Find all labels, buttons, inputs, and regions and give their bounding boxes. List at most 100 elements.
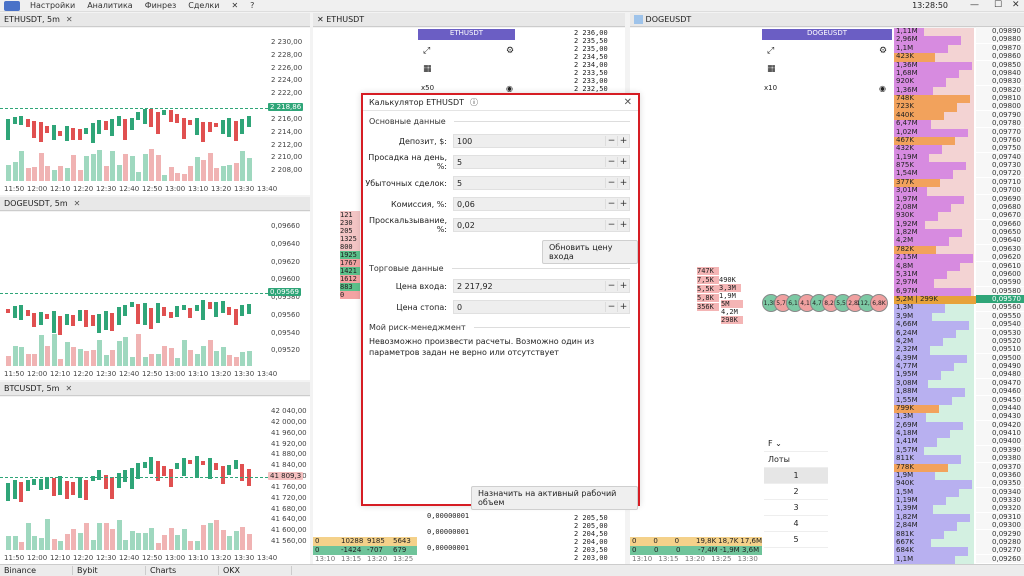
close-icon[interactable]: ✕ bbox=[317, 15, 324, 24]
book-bg bbox=[948, 463, 974, 472]
time-axis-label: 13:00 bbox=[165, 370, 186, 378]
minus-icon[interactable]: − bbox=[605, 220, 617, 230]
volume-bar bbox=[25, 167, 31, 181]
tab-ethusdt[interactable]: ✕ ETHUSDT bbox=[313, 13, 625, 27]
slippage-label: Проскальзывание, %: bbox=[368, 216, 447, 234]
close-window-icon[interactable]: ✕ bbox=[1012, 0, 1020, 10]
candle bbox=[201, 121, 205, 142]
lot-option[interactable]: 5 bbox=[764, 532, 828, 548]
plus-icon[interactable]: + bbox=[617, 157, 629, 167]
book-price: 0,09680 bbox=[976, 202, 1024, 211]
tab-okx[interactable]: OKX bbox=[219, 566, 292, 575]
gear-icon[interactable]: ⚙ bbox=[506, 46, 515, 56]
lot-option[interactable]: 4 bbox=[764, 516, 828, 532]
close-icon[interactable]: ✕ bbox=[65, 15, 73, 24]
calculator-icon[interactable]: ▦ bbox=[423, 64, 432, 74]
book-price: 0,09500 bbox=[976, 353, 1024, 362]
doge-chart[interactable]: 0,09660 0,09640 0,09620 0,09600 0,09580 0,095… bbox=[0, 212, 310, 380]
price-axis-label: 0,09560 bbox=[271, 310, 300, 319]
minus-icon[interactable]: − bbox=[605, 178, 617, 188]
minus-icon[interactable]: − bbox=[605, 302, 617, 312]
eth-chart-title[interactable]: ETHUSDT, 5m ✕ bbox=[0, 13, 310, 27]
eth-chart[interactable]: 2 230,00 2 228,00 2 226,00 2 224,00 2 222,00… bbox=[0, 28, 310, 195]
book-row: 1,1M 0,09260 bbox=[894, 554, 1024, 564]
lot-option[interactable]: 3 bbox=[764, 500, 828, 516]
slippage-field[interactable]: 0,02 − + bbox=[453, 218, 630, 232]
menu-trades[interactable]: Сделки bbox=[188, 1, 220, 10]
last-price-tag: 41 809,3 bbox=[268, 472, 304, 481]
candle bbox=[77, 129, 82, 141]
fee-row: Комиссия, %: 0,06 − + bbox=[363, 196, 638, 212]
deposit-field[interactable]: 100 − + bbox=[453, 134, 630, 148]
volume-bar bbox=[97, 523, 102, 550]
chart-icon[interactable]: ⤢ bbox=[423, 46, 431, 56]
fee-field[interactable]: 0,06 − + bbox=[453, 197, 630, 211]
lots-mode[interactable]: F ⌄ bbox=[764, 436, 828, 452]
tab-bybit[interactable]: Bybit bbox=[73, 566, 146, 575]
book-volume: 1,41M bbox=[896, 437, 918, 446]
chart-icon[interactable]: ⤢ bbox=[767, 46, 775, 56]
book-volume-bar bbox=[894, 44, 948, 54]
time-axis-label: 13:10 bbox=[188, 185, 209, 193]
menu-finrez[interactable]: Финрез bbox=[144, 1, 177, 10]
plus-icon[interactable]: + bbox=[617, 199, 629, 209]
plus-icon[interactable]: + bbox=[617, 302, 629, 312]
doge-chart-title[interactable]: DOGEUSDT, 5m ✕ bbox=[0, 197, 310, 211]
minus-icon[interactable]: − bbox=[605, 136, 617, 146]
time-axis-label: 12:00 bbox=[27, 554, 48, 562]
menu-analytics[interactable]: Аналитика bbox=[87, 1, 133, 10]
volume-bar bbox=[175, 357, 180, 366]
stop-price-field[interactable]: 0 − + bbox=[453, 300, 630, 314]
minus-icon[interactable]: − bbox=[605, 199, 617, 209]
book-row: 6,97M 0,09580 bbox=[894, 286, 1024, 296]
eye-icon[interactable]: ◉ bbox=[506, 84, 513, 93]
maximize-icon[interactable]: ☐ bbox=[994, 0, 1003, 10]
time-axis-label: 11:50 bbox=[4, 370, 25, 378]
volume-bar bbox=[181, 339, 187, 366]
menu-settings[interactable]: Настройки bbox=[30, 1, 76, 10]
losses-field[interactable]: 5 − + bbox=[453, 176, 630, 190]
plus-icon[interactable]: + bbox=[617, 220, 629, 230]
close-icon[interactable]: ✕ bbox=[73, 199, 81, 208]
gear-icon[interactable]: ⚙ bbox=[879, 46, 888, 56]
book-price: 0,09720 bbox=[976, 169, 1024, 178]
lot-option[interactable]: 1 bbox=[764, 468, 828, 484]
close-icon[interactable] bbox=[634, 15, 643, 24]
minus-icon[interactable]: − bbox=[605, 281, 617, 291]
tab-charts[interactable]: Charts bbox=[146, 566, 219, 575]
lot-option[interactable]: 2 bbox=[764, 484, 828, 500]
plus-icon[interactable]: + bbox=[617, 178, 629, 188]
mute-icon[interactable]: ✕ bbox=[231, 1, 239, 10]
minimize-icon[interactable]: — bbox=[970, 0, 979, 10]
minus-icon[interactable]: − bbox=[605, 157, 617, 167]
footer-stat-cell: 0 bbox=[632, 546, 637, 554]
help-icon[interactable]: ? bbox=[250, 1, 255, 10]
price-axis-label: 2 224,00 bbox=[271, 76, 303, 85]
assign-volume-button[interactable]: Назначить на активный рабочий объем bbox=[471, 486, 638, 510]
close-icon[interactable]: ✕ bbox=[623, 97, 632, 108]
help-icon[interactable]: ⓘ bbox=[470, 98, 479, 107]
price-axis-label: 2 208,00 bbox=[271, 166, 303, 175]
volume-bar bbox=[58, 540, 63, 550]
eth-chart-title-label: ETHUSDT, 5m bbox=[4, 15, 60, 24]
plus-icon[interactable]: + bbox=[617, 281, 629, 291]
book-volume: 881K bbox=[896, 529, 914, 538]
time-axis-label: 13:10 bbox=[188, 554, 209, 562]
tab-binance[interactable]: Binance bbox=[0, 566, 73, 575]
book-price: 0,09620 bbox=[976, 253, 1024, 262]
book-bg bbox=[936, 245, 974, 255]
btc-chart[interactable]: 42 040,00 42 000,00 41 960,00 41 920,00 41 8… bbox=[0, 397, 310, 564]
book-volume-bar bbox=[894, 421, 963, 430]
book-volume-bar bbox=[894, 354, 967, 363]
plus-icon[interactable]: + bbox=[617, 136, 629, 146]
update-entry-price-button[interactable]: Обновить цену входа bbox=[542, 240, 638, 264]
btc-chart-title[interactable]: BTCUSDT, 5m ✕ bbox=[0, 382, 310, 396]
tab-dogeusdt[interactable]: DOGEUSDT bbox=[630, 13, 1024, 27]
footer-stat-row: 0 0 0 -7,4M -1,9M 3,6M bbox=[630, 546, 762, 555]
entry-price-field[interactable]: 2 217,92 − + bbox=[453, 279, 630, 293]
calculator-icon[interactable]: ▦ bbox=[767, 64, 776, 74]
eye-icon[interactable]: ◉ bbox=[879, 84, 886, 93]
candle bbox=[220, 466, 225, 485]
drawdown-field[interactable]: 5 − + bbox=[453, 155, 630, 169]
close-icon[interactable]: ✕ bbox=[65, 384, 73, 393]
